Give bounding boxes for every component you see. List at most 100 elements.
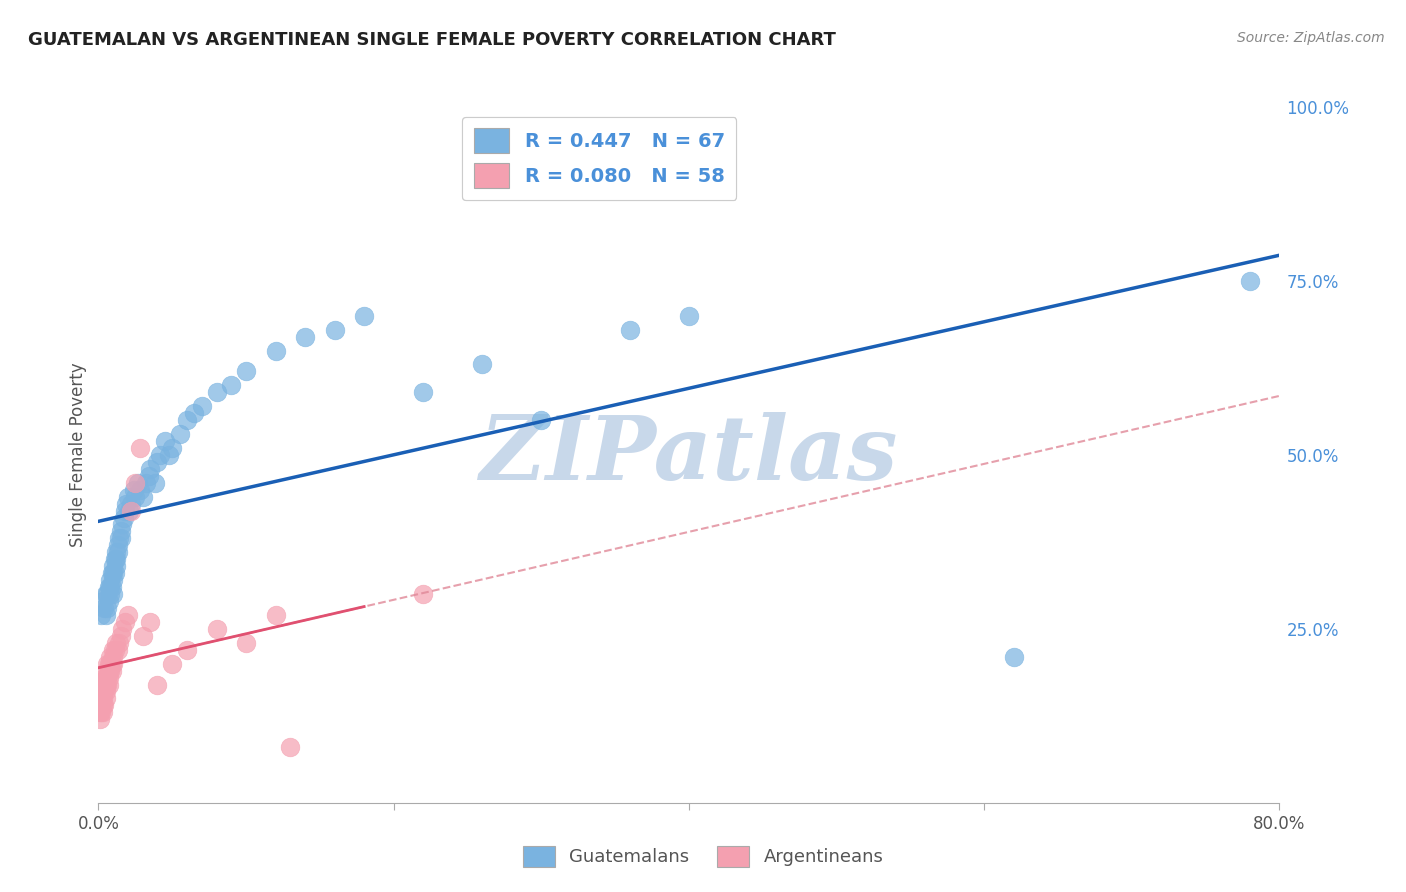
- Point: [103, 573, 125, 587]
- Point: [120, 503, 142, 517]
- Point: [103, 559, 125, 574]
- Point: [219, 378, 242, 392]
- Point: [112, 510, 135, 524]
- Point: [205, 385, 228, 400]
- Point: [117, 607, 139, 622]
- Point: [143, 475, 166, 490]
- Point: [146, 455, 169, 469]
- Point: [111, 517, 134, 532]
- Text: Source: ZipAtlas.com: Source: ZipAtlas.com: [1237, 31, 1385, 45]
- Point: [191, 399, 214, 413]
- Point: [93, 601, 115, 615]
- Point: [176, 642, 198, 657]
- Point: [114, 615, 136, 629]
- Point: [91, 594, 114, 608]
- Point: [91, 698, 114, 713]
- Point: [97, 657, 120, 671]
- Point: [91, 684, 114, 698]
- Point: [100, 580, 122, 594]
- Point: [110, 524, 132, 539]
- Point: [183, 406, 205, 420]
- Point: [104, 566, 127, 581]
- Point: [97, 677, 120, 691]
- Point: [98, 657, 121, 671]
- Point: [471, 358, 494, 372]
- Point: [264, 607, 287, 622]
- Point: [91, 706, 114, 720]
- Point: [94, 684, 117, 698]
- Point: [97, 594, 120, 608]
- Point: [412, 587, 434, 601]
- Point: [108, 636, 131, 650]
- Point: [96, 657, 118, 671]
- Y-axis label: Single Female Poverty: Single Female Poverty: [69, 363, 87, 547]
- Point: [115, 497, 138, 511]
- Point: [104, 552, 127, 566]
- Point: [117, 490, 139, 504]
- Point: [124, 475, 146, 490]
- Point: [98, 573, 121, 587]
- Point: [89, 706, 111, 720]
- Point: [107, 538, 129, 552]
- Point: [103, 566, 125, 581]
- Point: [93, 698, 115, 713]
- Point: [135, 475, 157, 490]
- Point: [235, 636, 257, 650]
- Point: [90, 698, 112, 713]
- Point: [100, 566, 122, 581]
- Point: [94, 677, 117, 691]
- Point: [264, 343, 287, 358]
- Point: [100, 664, 122, 678]
- Point: [104, 642, 127, 657]
- Point: [157, 448, 180, 462]
- Point: [105, 545, 128, 559]
- Point: [103, 587, 125, 601]
- Legend: R = 0.447   N = 67, R = 0.080   N = 58: R = 0.447 N = 67, R = 0.080 N = 58: [463, 117, 737, 200]
- Point: [94, 607, 117, 622]
- Point: [128, 441, 150, 455]
- Point: [153, 434, 176, 448]
- Point: [139, 462, 162, 476]
- Point: [94, 691, 117, 706]
- Point: [98, 580, 121, 594]
- Point: [235, 364, 257, 378]
- Point: [110, 629, 132, 643]
- Point: [128, 483, 150, 497]
- Point: [91, 691, 114, 706]
- Point: [98, 664, 121, 678]
- Point: [120, 497, 142, 511]
- Point: [94, 664, 117, 678]
- Point: [132, 629, 155, 643]
- Point: [94, 671, 117, 685]
- Point: [294, 329, 316, 343]
- Point: [93, 671, 115, 685]
- Point: [110, 532, 132, 546]
- Point: [96, 671, 118, 685]
- Text: ZIPatlas: ZIPatlas: [481, 412, 897, 498]
- Point: [105, 636, 128, 650]
- Point: [205, 622, 228, 636]
- Point: [169, 427, 191, 442]
- Point: [107, 642, 129, 657]
- Point: [97, 580, 120, 594]
- Point: [89, 712, 111, 726]
- Point: [98, 587, 121, 601]
- Point: [146, 677, 169, 691]
- Point: [97, 671, 120, 685]
- Point: [162, 441, 183, 455]
- Point: [1002, 649, 1025, 664]
- Point: [139, 615, 162, 629]
- Point: [96, 677, 118, 691]
- Point: [105, 559, 128, 574]
- Point: [90, 706, 112, 720]
- Point: [90, 607, 112, 622]
- Point: [530, 413, 553, 427]
- Point: [98, 649, 121, 664]
- Point: [149, 448, 172, 462]
- Point: [94, 671, 117, 685]
- Point: [678, 309, 700, 323]
- Point: [118, 503, 141, 517]
- Point: [132, 490, 155, 504]
- Point: [96, 601, 118, 615]
- Point: [108, 532, 131, 546]
